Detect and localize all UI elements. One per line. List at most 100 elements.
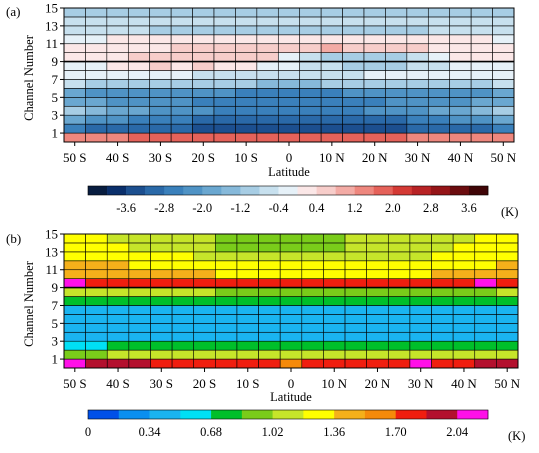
panel-a-cell <box>449 79 472 89</box>
panel-a-cell <box>299 61 322 71</box>
panel-b-cell <box>387 331 411 342</box>
panel-b-cell <box>452 269 476 279</box>
panel-b-cell <box>85 233 108 244</box>
panel-a-y-tick-label: 9 <box>52 54 59 69</box>
panel-a-cell <box>192 132 215 143</box>
panel-b-cell <box>106 340 130 351</box>
panel-b-colorbar-swatch <box>88 410 120 419</box>
panel-b-cell <box>279 323 303 333</box>
panel-a-cell <box>427 52 451 62</box>
panel-a-cell <box>385 97 408 107</box>
panel-a-cell <box>127 132 151 143</box>
panel-a-cell <box>170 97 193 107</box>
panel-a-cell <box>256 61 279 71</box>
panel-b-cell <box>193 349 216 360</box>
panel-b-cell <box>474 242 497 253</box>
panel-b-cell <box>387 340 411 351</box>
panel-a-cell <box>385 88 408 98</box>
panel-a-cell <box>235 7 258 18</box>
panel-a-cell <box>213 70 236 80</box>
panel-b-cell <box>85 323 108 333</box>
panel-b-cell <box>431 349 454 360</box>
panel-a-cell <box>85 132 108 143</box>
panel-b-cell <box>431 269 454 279</box>
panel-b-y-tick-label: 13 <box>45 244 58 259</box>
panel-a-cell <box>320 132 343 143</box>
panel-a-cell <box>342 61 365 71</box>
panel-b-cell <box>366 260 389 271</box>
panel-a-cell <box>363 61 386 71</box>
panel-b-cell <box>215 251 238 262</box>
panel-b-colorbar-swatch <box>426 410 458 419</box>
panel-b-cell <box>474 340 497 351</box>
panel-a-colorbar-swatch <box>240 186 260 195</box>
panel-b-cell <box>474 269 497 279</box>
panel-b-cell <box>215 340 238 351</box>
panel-a-cell <box>170 70 193 80</box>
panel-a-cell <box>449 70 472 80</box>
panel-b-cell <box>106 269 130 279</box>
panel-a-cell <box>192 79 215 89</box>
panel-b-cell <box>301 358 324 369</box>
panel-a-cell <box>127 43 151 53</box>
panel-b-cell <box>474 296 497 306</box>
panel-a-cell <box>342 97 365 107</box>
panel-a-y-axis-title: Channel Number <box>22 34 36 121</box>
panel-a-cell <box>149 79 172 89</box>
panel-b-cell <box>63 260 86 271</box>
panel-a-cell <box>85 88 108 98</box>
panel-b-cell <box>344 251 367 262</box>
panel-b-cell <box>301 314 324 324</box>
panel-b-cell <box>496 278 519 288</box>
panel-b-cell <box>387 233 411 244</box>
panel-b-cell <box>150 260 173 271</box>
panel-a-cell <box>427 34 451 45</box>
panel-b-cell <box>409 296 432 306</box>
panel-a-cell <box>406 52 429 62</box>
panel-b-colorbar-label: 1.70 <box>385 425 407 439</box>
panel-a-cell <box>85 16 108 27</box>
panel-a-cell <box>63 79 86 89</box>
panel-a-x-tick-label: 50 N <box>490 150 516 165</box>
panel-b-cell <box>279 278 303 288</box>
panel-a-cell <box>170 132 193 143</box>
panel-a-cell <box>149 34 172 45</box>
panel-b-cell <box>193 278 216 288</box>
panel-b-cell <box>106 358 130 369</box>
panel-a-cell <box>492 34 515 45</box>
panel-b-cell <box>150 296 173 306</box>
panel-b-x-tick-label: 10 S <box>236 376 259 391</box>
panel-b-cell <box>366 331 389 342</box>
panel-b-x-tick-label: 40 N <box>451 376 477 391</box>
panel-b-cell <box>366 278 389 288</box>
panel-b-cell <box>171 340 195 351</box>
panel-b-cell <box>452 305 476 315</box>
panel-a-colorbar-swatch <box>411 186 432 195</box>
panel-b-x-tick-label: 40 S <box>106 376 129 391</box>
panel-b-cell <box>344 331 367 342</box>
panel-b-cell <box>344 349 367 360</box>
panel-a-cell <box>427 25 451 36</box>
panel-b-cell <box>323 233 346 244</box>
panel-a-x-tick-label: 20 S <box>192 150 215 165</box>
panel-b-cell <box>128 349 151 360</box>
panel-a-cell <box>149 70 172 80</box>
panel-b-label: (b) <box>6 231 21 246</box>
panel-b-cell <box>452 358 476 369</box>
panel-a-colorbar-swatch <box>278 186 298 195</box>
panel-b-cell <box>106 305 130 315</box>
panel-a-y-tick-label: 7 <box>52 72 59 87</box>
panel-b-cell <box>409 260 432 271</box>
panel-b-colorbar-swatch <box>118 410 150 419</box>
panel-a-cell <box>470 61 493 71</box>
panel-a-cell <box>213 52 236 62</box>
panel-b-cell <box>128 323 151 333</box>
panel-b-cell <box>171 233 195 244</box>
panel-b-cell <box>496 314 519 324</box>
panel-b-cell <box>63 242 86 253</box>
panel-b-x-axis-title: Latitude <box>270 390 312 404</box>
panel-b-cell <box>85 358 108 369</box>
panel-b-cell <box>279 260 303 271</box>
panel-b-cell <box>106 287 130 297</box>
panel-a-cell <box>85 34 108 45</box>
